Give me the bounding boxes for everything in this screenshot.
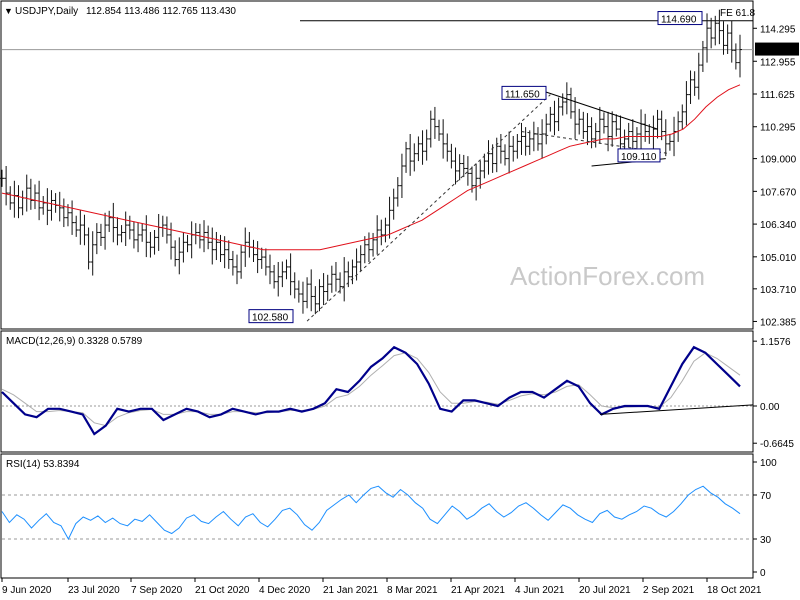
macd-line	[1, 345, 741, 436]
price-y-tick-label: 114.295	[760, 24, 796, 35]
rsi-layer	[1, 485, 753, 541]
price-y-tick-label: 109.000	[760, 155, 797, 166]
macd-y-tick-label: 0.00	[760, 402, 780, 413]
x-tick-label: 21 Apr 2021	[451, 585, 505, 596]
x-tick-label: 23 Jul 2020	[68, 585, 120, 596]
macd-layer	[1, 345, 754, 436]
axis-layer: 114.295 112.955 111.625 110.295 109.000 107.6…	[1, 24, 799, 596]
annotation-box	[657, 11, 703, 26]
symbol-label: USDJPY,Daily	[15, 6, 78, 17]
rsi-y-tick-label: 70	[760, 491, 772, 502]
price-panel	[0, 0, 754, 330]
price-y-tick-label: 105.010	[760, 253, 797, 264]
price-y-tick-label: 103.710	[760, 285, 797, 296]
x-tick-label: 9 Jun 2020	[2, 585, 52, 596]
annotation-label: 111.650	[505, 89, 540, 100]
rsi-label: RSI(14) 53.8394	[6, 459, 80, 470]
watermark: ActionForex.com	[510, 261, 705, 291]
x-tick-label: 21 Jan 2021	[323, 585, 378, 596]
price-y-tick-label: 106.340	[760, 220, 797, 231]
macd-label: MACD(12,26,9) 0.3328 0.5789	[6, 336, 143, 347]
x-tick-label: 4 Dec 2020	[259, 585, 311, 596]
ohlc-label: 112.854 113.486 112.765 113.430	[86, 6, 236, 17]
rsi-y-tick-label: 100	[760, 458, 777, 469]
x-tick-label: 7 Sep 2020	[131, 585, 183, 596]
symbol-triangle-icon: ▼	[4, 6, 13, 16]
x-tick-label: 21 Oct 2020	[195, 585, 250, 596]
moving-average-line	[1, 84, 741, 251]
macd-y-tick-label: -0.6645	[760, 439, 794, 450]
last-price-box	[755, 42, 799, 56]
x-tick-label: 2 Sep 2021	[643, 585, 695, 596]
x-tick-label: 18 Oct 2021	[707, 585, 762, 596]
macd-y-tick-label: 1.1576	[760, 337, 791, 348]
trend-dashed-line	[306, 94, 551, 322]
macd-trend-line	[599, 404, 754, 415]
annotation-box	[617, 148, 661, 163]
x-tick-label: 20 Jul 2021	[579, 585, 631, 596]
x-tick-label: 8 Mar 2021	[387, 585, 438, 596]
rsi-line	[1, 485, 741, 541]
triangle-upper-line	[546, 91, 658, 130]
price-y-tick-label: 102.385	[760, 317, 797, 328]
price-y-tick-label: 107.670	[760, 187, 797, 198]
annotation-box	[501, 85, 547, 100]
price-y-tick-label: 111.625	[760, 90, 795, 101]
fe-label: FE 61.8	[720, 8, 755, 19]
price-layer: 114.690 111.650 109.110 102.580	[0, 9, 753, 324]
annotation-label: 114.690	[661, 15, 697, 26]
last-price-label: 113.430	[758, 46, 794, 57]
annotation-label: 102.580	[252, 313, 289, 324]
price-y-tick-label: 110.295	[760, 123, 796, 134]
rsi-panel	[0, 453, 754, 579]
triangle-dashed-line	[521, 131, 670, 155]
rsi-y-tick-label: 30	[760, 535, 772, 546]
price-y-tick-label: 112.955	[760, 57, 796, 68]
x-tick-label: 4 Jun 2021	[515, 585, 565, 596]
rsi-y-tick-label: 0	[760, 568, 766, 579]
macd-panel	[0, 330, 754, 453]
annotation-label: 109.110	[621, 152, 657, 163]
annotation-box	[248, 309, 294, 324]
